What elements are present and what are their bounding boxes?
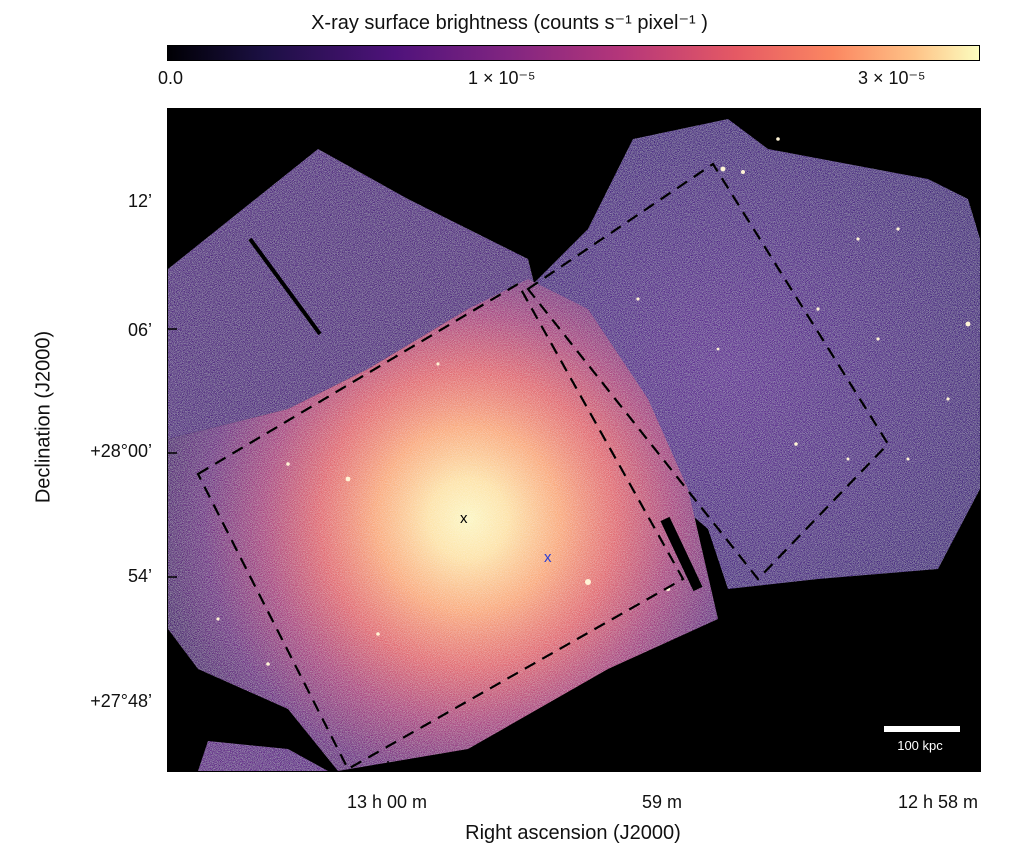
xray-image: x x	[167, 108, 981, 772]
x-axis-label: Right ascension (J2000)	[465, 822, 681, 844]
x-tick-0: 13 h 00 m	[346, 792, 428, 812]
galaxy-marker: x	[544, 549, 552, 566]
y-tick-1: 06’	[127, 320, 152, 340]
scalebar	[884, 726, 960, 732]
dashed-region-1	[196, 282, 685, 771]
xray-image-canvas: x x	[168, 119, 980, 771]
colorbar-title: X-ray surface brightness (counts s⁻¹ pix…	[311, 12, 708, 34]
colorbar-tick-1: 1 × 10⁻⁵	[468, 68, 536, 88]
colorbar-tick-2: 3 × 10⁻⁵	[858, 68, 926, 88]
y-axis-label: Declination (J2000)	[32, 330, 55, 504]
y-tick-2: +28°00’	[90, 441, 152, 461]
left-pointing-region	[168, 149, 538, 439]
colorbar	[167, 45, 980, 61]
x-tick-2: 12 h 58 m	[897, 792, 979, 812]
cluster-center-marker: x	[460, 510, 468, 527]
dashed-region-2	[526, 162, 890, 581]
y-tick-3: 54’	[127, 566, 152, 586]
y-tick-0: 12’	[127, 191, 152, 211]
x-tick-1: 59 m	[641, 792, 683, 812]
scalebar-label: 100 kpc	[897, 738, 943, 753]
main-pointing-region	[168, 279, 718, 771]
colorbar-tick-0: 0.0	[158, 68, 184, 88]
y-tick-4: +27°48’	[90, 691, 152, 711]
